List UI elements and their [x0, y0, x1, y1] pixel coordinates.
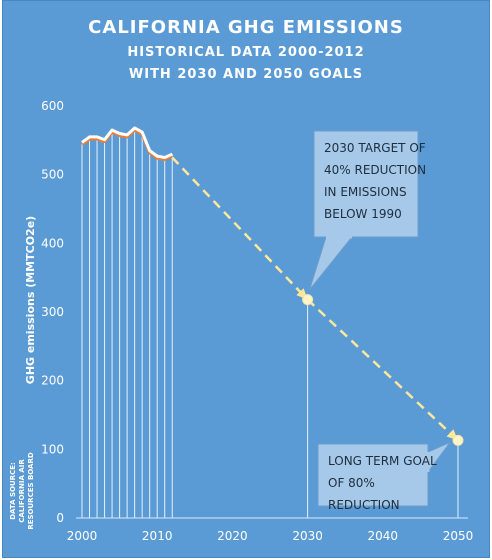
callout-line: BELOW 1990 [324, 207, 402, 221]
callout-line: OF 80% [328, 476, 375, 490]
chart-title: CALIFORNIA GHG EMISSIONS [88, 17, 404, 38]
source-line-3: RESOURCES BOARD [27, 452, 35, 530]
x-tick-label: 2000 [67, 529, 98, 543]
callout-pointer [309, 236, 354, 290]
callout-1: 2030 TARGET OF 40% REDUCTION IN EMISSIONS B… [309, 130, 426, 290]
callout-line: 40% REDUCTION [324, 163, 426, 177]
series-line [81, 126, 173, 159]
callout-layer: 2030 TARGET OF 40% REDUCTION IN EMISSIONS B… [309, 130, 452, 512]
callout-pointer-join [326, 235, 352, 239]
projection-segment [306, 298, 453, 436]
callout-line: LONG TERM GOAL [328, 454, 437, 468]
series-shadow-line [81, 128, 173, 161]
y-tick-label: 200 [41, 374, 64, 388]
y-tick-label: 100 [41, 442, 64, 456]
y-tick-label: 600 [41, 99, 64, 113]
drop-lines [81, 127, 459, 518]
series-layer [81, 126, 173, 161]
chart-subtitle-line-2: WITH 2030 AND 2050 GOALS [128, 67, 364, 82]
target-point [452, 434, 464, 446]
callout-2: LONG TERM GOAL OF 80% REDUCTION [317, 441, 452, 512]
projection-segment [171, 156, 303, 294]
callout-pointer-join [426, 452, 430, 472]
target-point [302, 294, 314, 306]
callout-box [313, 130, 419, 238]
callout-line: REDUCTION [328, 498, 400, 512]
x-tick-label: 2050 [443, 529, 474, 543]
chart-subtitle-line-1: HISTORICAL DATA 2000-2012 [127, 45, 365, 60]
source-note: DATA SOURCE: CALIFORNIA AIR RESOURCES BO… [9, 452, 35, 530]
y-tick-label: 0 [56, 511, 64, 525]
projection-layer [171, 156, 464, 446]
y-tick-label: 300 [41, 305, 64, 319]
x-tick-label: 2020 [217, 529, 248, 543]
source-line-2: CALIFORNIA AIR [18, 459, 26, 523]
callout-line: IN EMISSIONS [324, 185, 407, 199]
callout-line: 2030 TARGET OF [324, 141, 426, 155]
y-axis-label: GHG emissions (MMTCO2e) [24, 216, 37, 384]
y-tick-label: 500 [41, 168, 64, 182]
axis-layer: 0 100 200 300 400 500 600 2000 2010 2020 2030 2040 2… [41, 99, 473, 543]
source-line-1: DATA SOURCE: [9, 462, 17, 520]
callout-box [317, 443, 429, 507]
x-tick-label: 2030 [292, 529, 323, 543]
x-tick-label: 2040 [368, 529, 399, 543]
x-tick-label: 2010 [142, 529, 173, 543]
y-tick-label: 400 [41, 236, 64, 250]
